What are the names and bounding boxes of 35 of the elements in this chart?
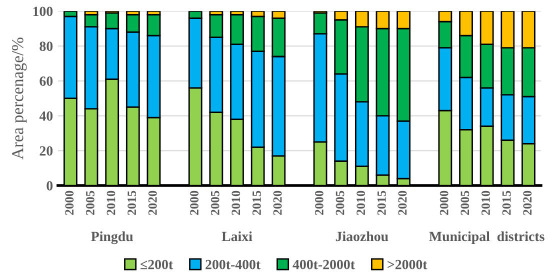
x-tick-label: 2010 xyxy=(232,190,240,215)
x-tick-label: 2000 xyxy=(65,190,74,215)
y-axis-title: Area percenage/% xyxy=(12,38,27,160)
legend-label: 400t-2000t xyxy=(292,260,355,270)
y-tick-label: 0 xyxy=(46,181,53,190)
x-tick-label: 2000 xyxy=(440,190,448,215)
x-tick-label: 2020 xyxy=(523,190,532,215)
x-tick-label: 2005 xyxy=(210,190,220,215)
x-tick-label: 2000 xyxy=(190,190,198,215)
x-tick-label: 2010 xyxy=(356,190,366,215)
x-tick-label: 2005 xyxy=(460,190,470,215)
text: Laixi xyxy=(222,231,252,242)
x-tick-label: 2015 xyxy=(252,190,261,215)
x-tick-label: 2015 xyxy=(377,190,386,215)
x-tick-label: 2015 xyxy=(128,190,136,215)
text: Municipal districts xyxy=(429,231,544,244)
y-tick-label: 60 xyxy=(40,76,53,86)
legend-label: >2000t xyxy=(388,260,428,270)
text: Jiaozhou xyxy=(336,231,388,242)
x-tick-label: 2010 xyxy=(482,190,490,215)
x-tick-label: 2005 xyxy=(86,190,94,215)
y-tick-label: 100 xyxy=(33,6,53,16)
x-tick-label: 2015 xyxy=(502,190,511,215)
x-tick-label: 2020 xyxy=(398,190,407,215)
x-tick-label: 2005 xyxy=(336,190,344,215)
y-tick-label: 20 xyxy=(40,146,53,156)
text: Pingdu xyxy=(91,231,133,244)
x-tick-label: 2020 xyxy=(273,190,282,215)
legend-label: ≤200t xyxy=(140,260,174,270)
legend-label: 200t-400t xyxy=(206,260,261,270)
y-tick-label: 40 xyxy=(39,111,53,121)
x-tick-label: 2010 xyxy=(106,190,116,215)
x-tick-label: 2020 xyxy=(148,190,157,215)
x-tick-label: 2000 xyxy=(314,190,324,215)
y-tick-label: 80 xyxy=(40,42,53,51)
